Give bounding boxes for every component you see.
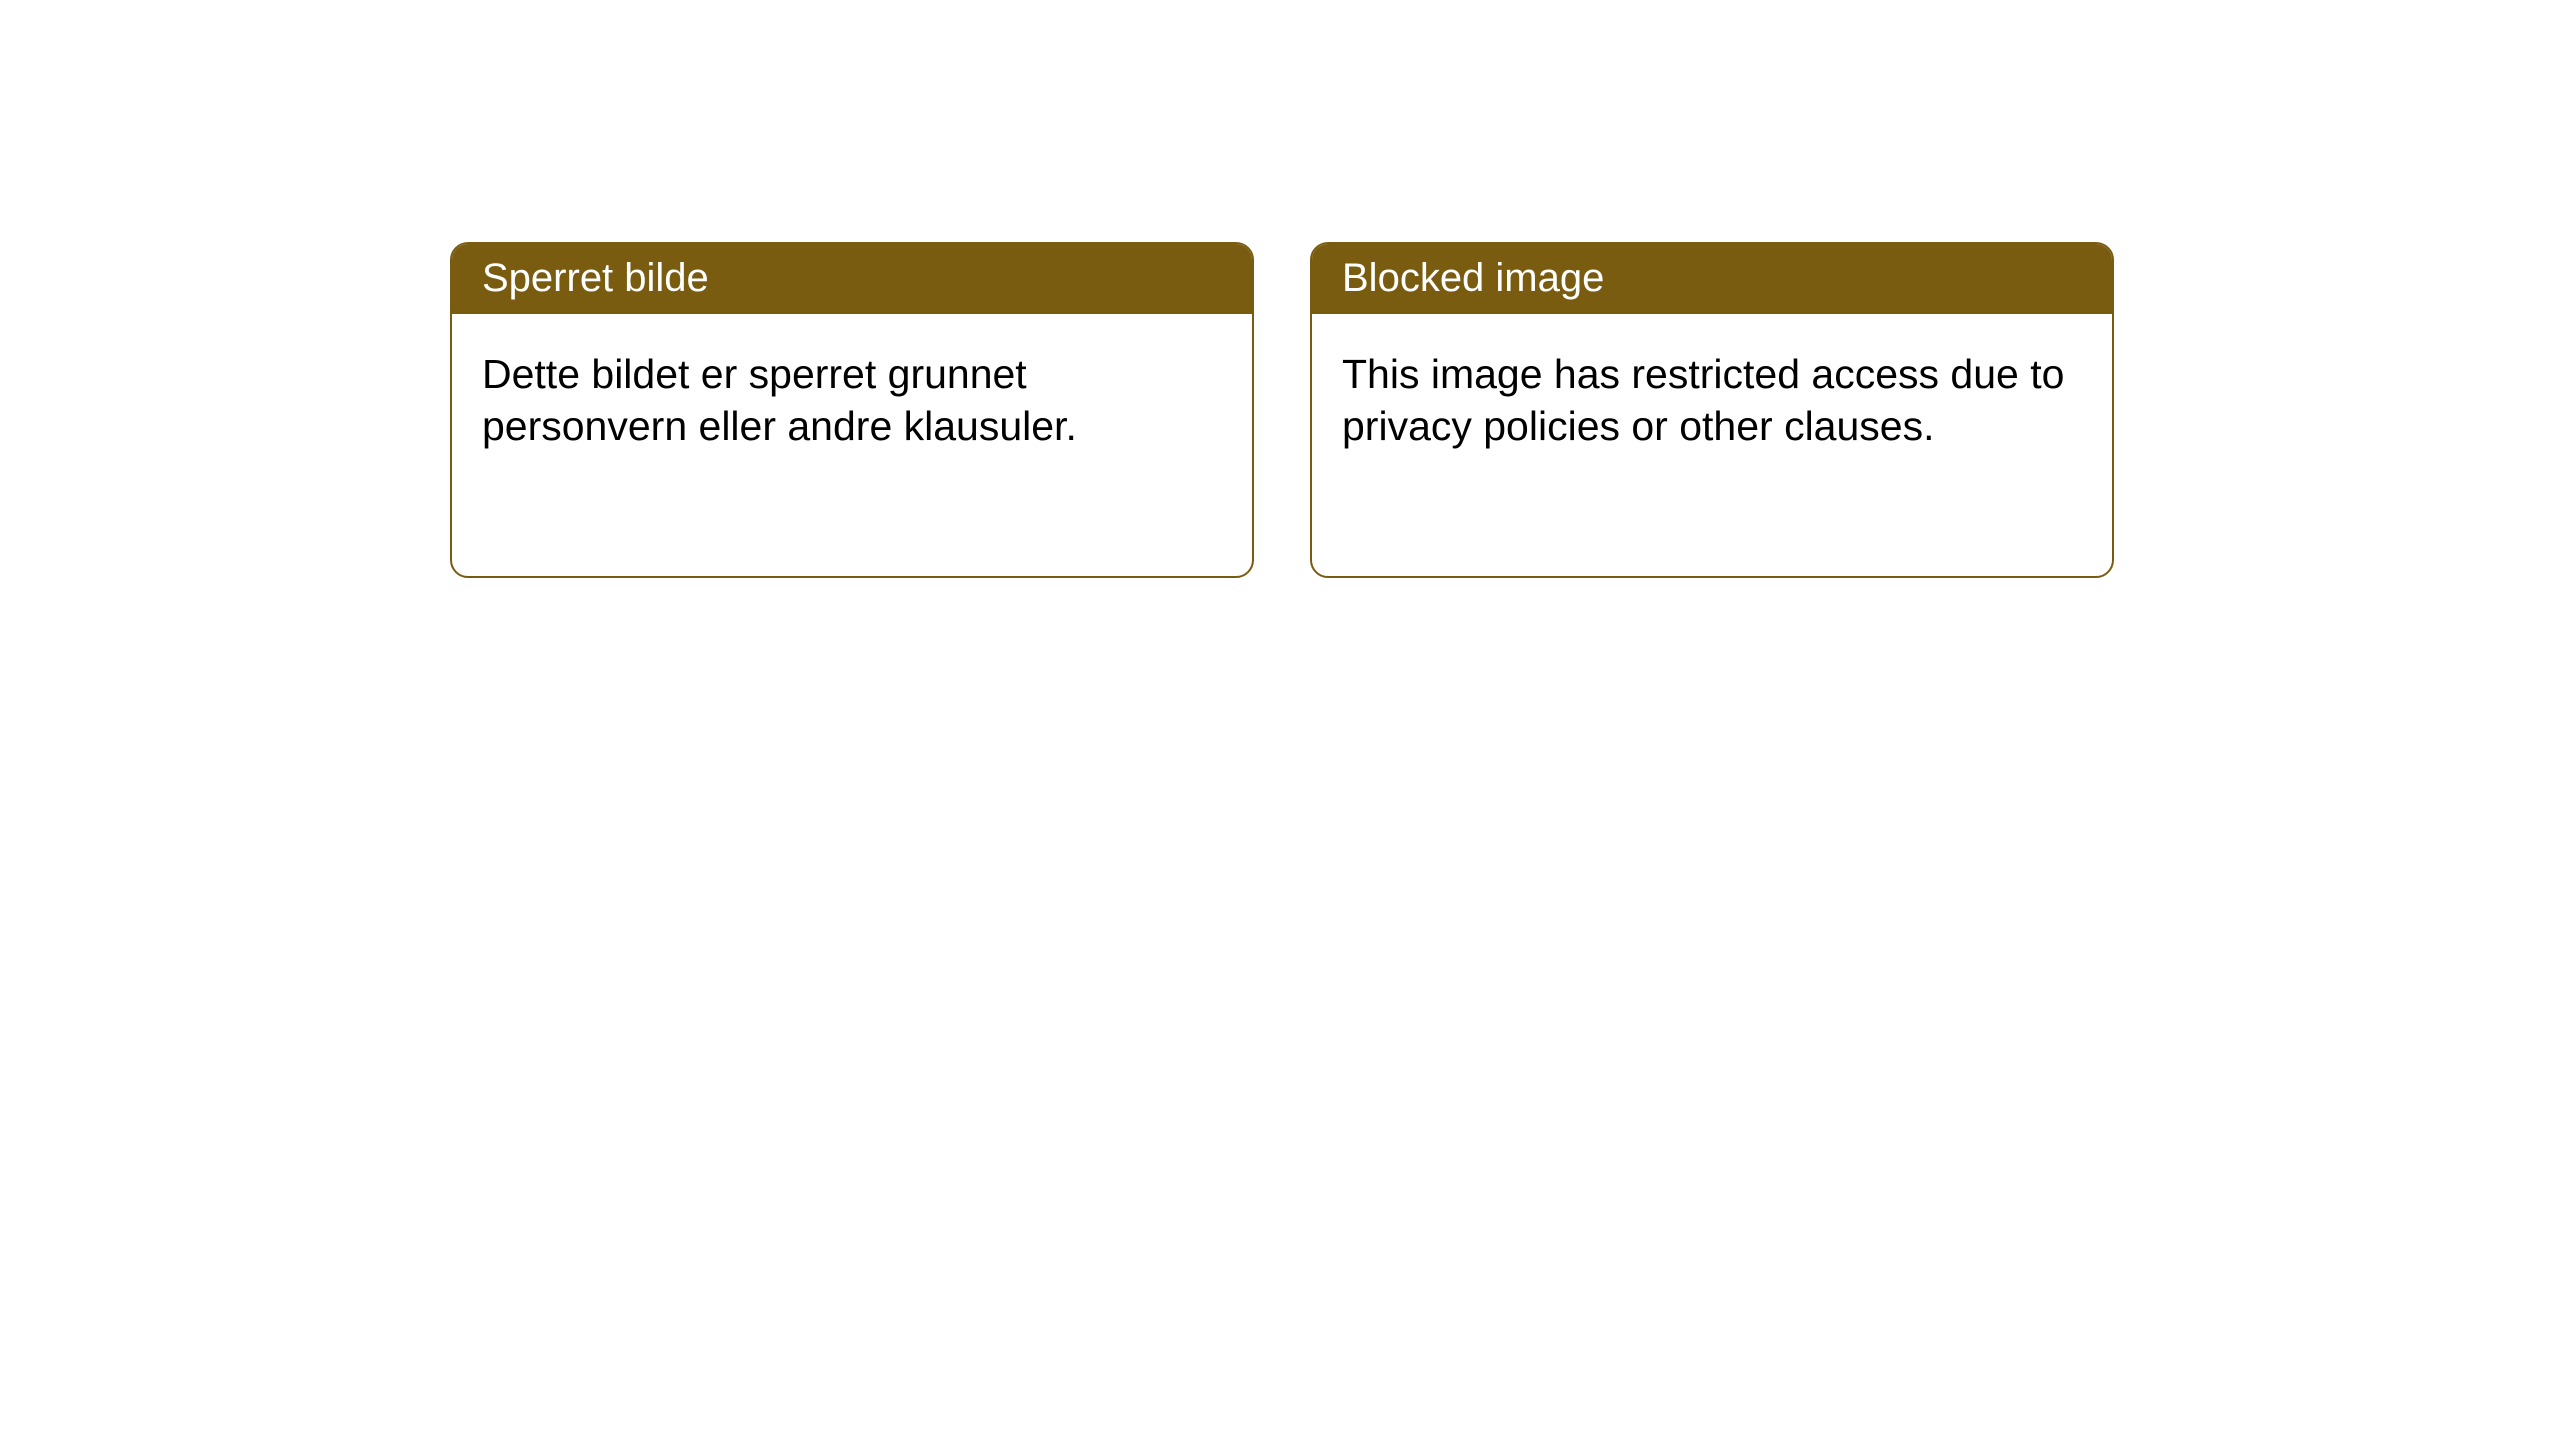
card-header: Blocked image [1312,244,2112,314]
notice-container: Sperret bilde Dette bildet er sperret gr… [0,0,2560,578]
card-body: Dette bildet er sperret grunnet personve… [452,314,1252,473]
card-header: Sperret bilde [452,244,1252,314]
blocked-image-card-en: Blocked image This image has restricted … [1310,242,2114,578]
card-body: This image has restricted access due to … [1312,314,2112,473]
blocked-image-card-no: Sperret bilde Dette bildet er sperret gr… [450,242,1254,578]
